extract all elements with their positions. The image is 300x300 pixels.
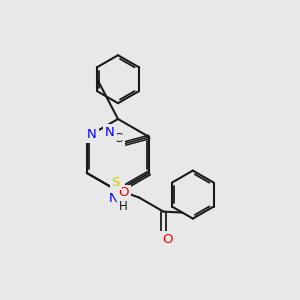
Text: O: O [118, 187, 129, 200]
Text: N: N [87, 128, 97, 142]
Text: O: O [162, 233, 172, 246]
Text: H: H [118, 200, 127, 214]
Text: N: N [105, 126, 115, 139]
Text: N: N [109, 191, 119, 205]
Text: C: C [113, 132, 123, 145]
Text: S: S [112, 176, 120, 188]
